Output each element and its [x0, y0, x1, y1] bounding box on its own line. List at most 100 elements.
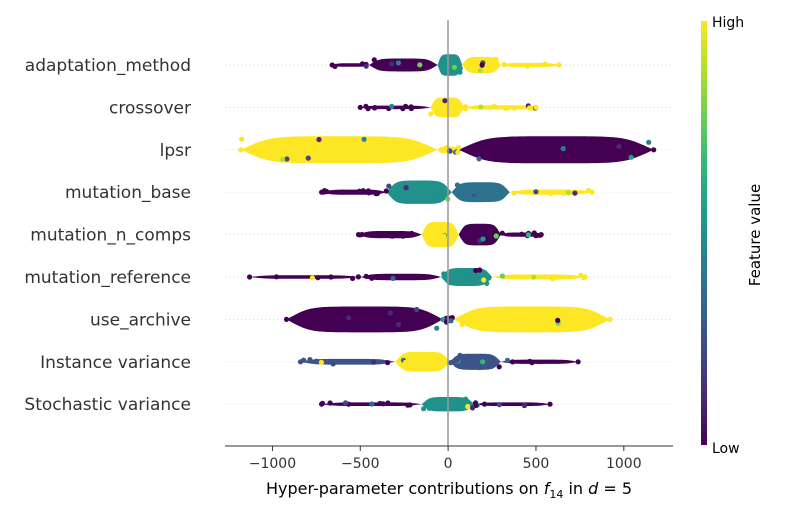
feature-swarm	[357, 97, 539, 118]
data-point	[607, 316, 613, 322]
data-point	[434, 325, 440, 331]
data-point	[407, 402, 413, 408]
data-point	[441, 271, 447, 277]
data-point	[330, 322, 336, 328]
data-point	[572, 190, 578, 196]
data-point	[329, 62, 335, 68]
data-point	[409, 230, 415, 236]
data-point	[462, 227, 469, 233]
data-point	[609, 140, 615, 147]
swarm-segment	[458, 223, 501, 246]
data-point	[353, 318, 359, 324]
data-point	[455, 149, 461, 155]
data-point	[302, 314, 308, 320]
feature-swarm	[297, 351, 581, 372]
data-point	[480, 236, 486, 242]
data-point	[340, 320, 346, 326]
data-point	[451, 64, 457, 70]
swarm-segment	[463, 105, 536, 110]
data-point	[491, 103, 497, 109]
data-point	[531, 274, 537, 280]
data-point	[356, 188, 362, 194]
data-point	[472, 357, 478, 363]
data-point	[438, 147, 445, 153]
data-point	[508, 151, 514, 157]
data-point	[533, 104, 539, 110]
data-point	[477, 267, 483, 273]
data-point	[524, 63, 531, 69]
data-point	[350, 275, 356, 281]
data-point	[448, 318, 454, 324]
data-point	[457, 69, 463, 75]
data-point	[279, 149, 285, 155]
x-tick-label: −500	[341, 456, 379, 472]
data-point	[465, 403, 471, 410]
swarm-segment	[474, 402, 551, 406]
data-point	[342, 400, 349, 406]
data-point	[471, 189, 477, 195]
data-point	[473, 267, 479, 274]
data-point	[385, 360, 391, 366]
data-point	[421, 406, 427, 412]
data-point	[479, 62, 485, 68]
data-point	[448, 360, 454, 366]
data-point	[355, 274, 361, 280]
data-point	[386, 183, 392, 189]
data-point	[441, 233, 447, 239]
data-point	[501, 61, 507, 68]
data-point	[496, 402, 502, 408]
feature-swarm	[238, 136, 657, 164]
data-point	[476, 364, 482, 371]
data-point	[475, 360, 481, 366]
data-point	[560, 146, 566, 152]
data-point	[464, 315, 470, 321]
data-point	[485, 194, 491, 200]
data-point	[582, 274, 588, 280]
data-point	[504, 357, 511, 363]
data-point	[478, 104, 484, 110]
data-point	[469, 405, 476, 411]
data-point	[519, 231, 525, 237]
data-point	[313, 358, 319, 364]
data-point	[238, 147, 244, 153]
data-point	[371, 57, 377, 63]
data-point	[309, 275, 315, 281]
data-point	[453, 111, 459, 118]
data-point	[327, 317, 333, 323]
data-point	[628, 154, 634, 160]
data-point	[499, 273, 505, 279]
swarm-segment	[386, 180, 452, 204]
data-point	[423, 60, 429, 66]
data-point	[428, 111, 434, 117]
data-point	[511, 105, 517, 111]
data-point	[481, 143, 487, 149]
data-point	[346, 315, 352, 321]
data-point	[297, 359, 304, 365]
data-point	[495, 62, 501, 68]
data-point	[486, 275, 492, 281]
data-point	[556, 62, 562, 68]
data-point	[357, 104, 363, 110]
data-point	[463, 104, 469, 110]
data-point	[327, 400, 333, 406]
swarm-segment	[451, 182, 510, 203]
data-point	[403, 185, 409, 191]
swarm-segment	[286, 306, 443, 333]
data-point	[328, 274, 334, 280]
data-point	[464, 275, 470, 281]
swarm-segment	[240, 136, 438, 164]
data-point	[371, 105, 378, 111]
data-point	[476, 156, 482, 162]
x-tick-label: 1000	[606, 456, 642, 472]
data-point	[319, 401, 325, 407]
data-point	[452, 403, 459, 410]
data-point	[465, 61, 471, 67]
data-point	[493, 56, 499, 62]
data-point	[548, 190, 554, 197]
data-point	[414, 306, 420, 313]
data-point	[527, 358, 533, 364]
data-point	[565, 190, 572, 196]
data-point	[273, 274, 279, 280]
data-point	[448, 108, 454, 114]
data-point	[291, 150, 298, 156]
